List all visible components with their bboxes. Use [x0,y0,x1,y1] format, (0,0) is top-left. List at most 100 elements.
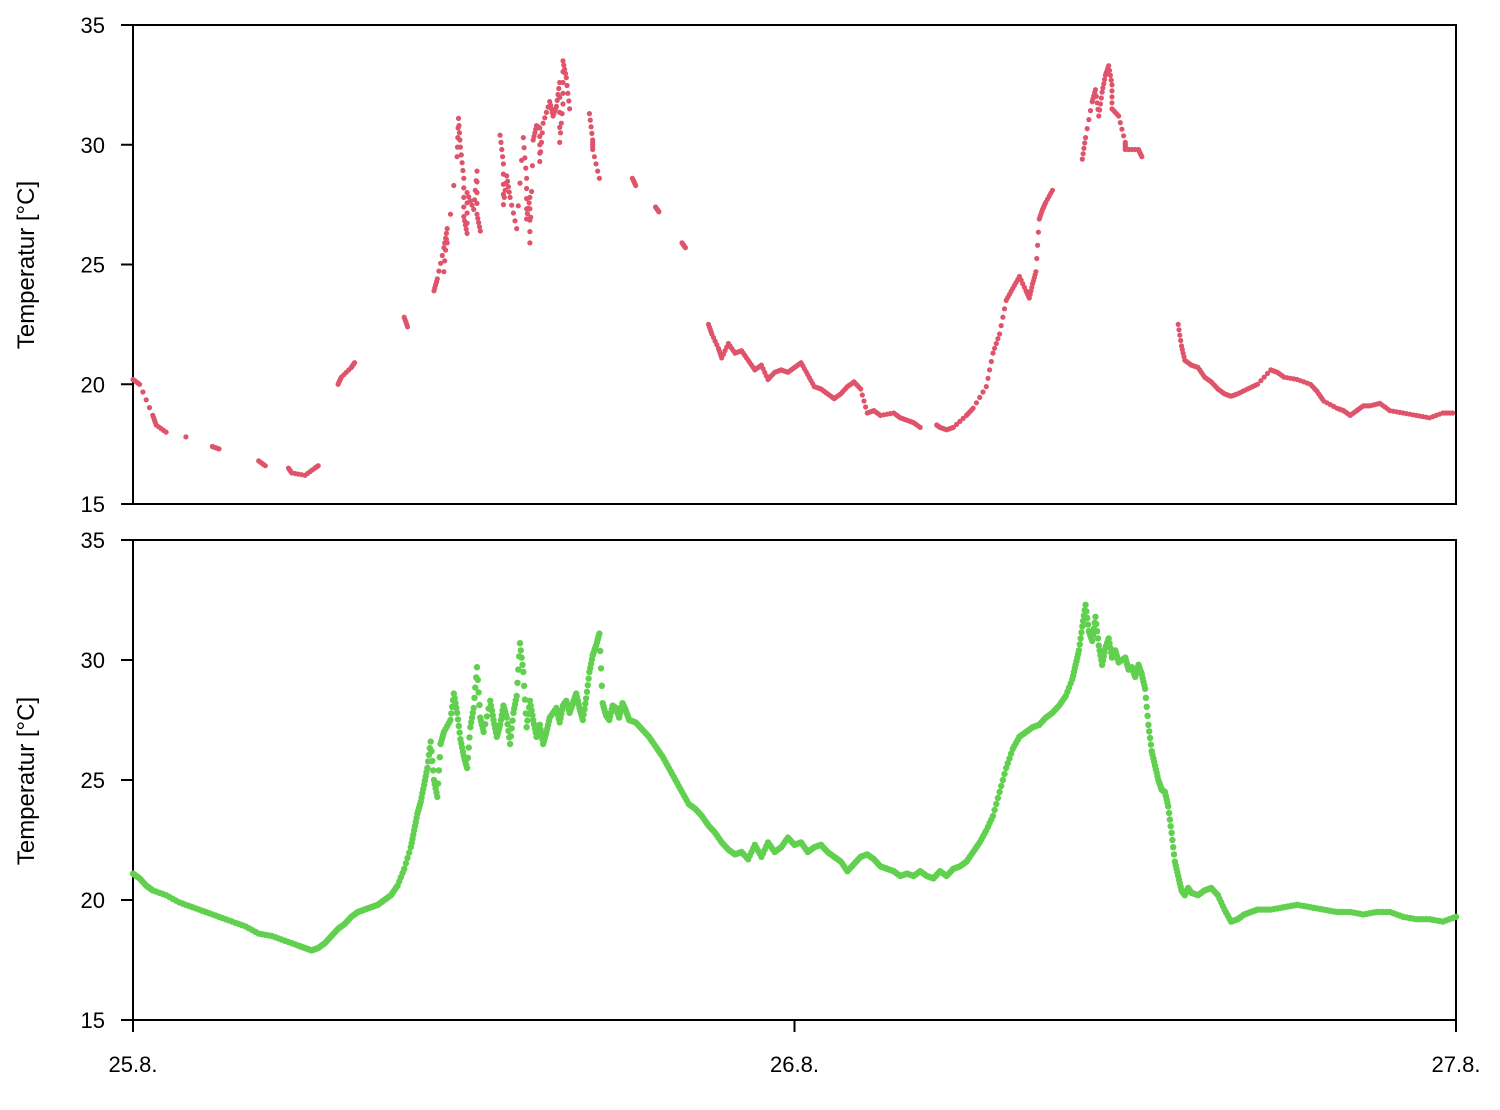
data-point [588,656,596,663]
data-point [434,780,442,787]
data-point [527,702,534,709]
data-point [565,90,571,96]
data-point [538,149,544,155]
data-point [474,676,481,683]
data-point [843,385,849,391]
data-point [584,682,591,689]
data-point [404,854,411,862]
data-point [1146,728,1153,735]
data-point [291,941,299,948]
data-point [442,258,448,264]
data-point [506,740,514,748]
data-point [999,776,1007,784]
data-point [597,647,604,655]
data-point [524,185,530,192]
data-point [1170,844,1177,851]
data-point [436,754,443,761]
data-point [1087,108,1094,114]
data-point [981,830,988,837]
data-point [1098,95,1104,101]
data-point [416,801,424,808]
data-point [960,415,966,421]
data-point [557,139,563,145]
data-point [439,731,447,739]
data-point [1094,635,1102,642]
data-point [517,647,524,654]
data-point [655,208,661,214]
plot-frame-top [132,24,1457,505]
data-point [996,788,1003,796]
y-tick-label: 30 [81,133,105,158]
data-point [464,190,470,196]
data-point [212,912,219,919]
data-point [299,472,305,478]
y-tick-label: 35 [81,13,105,38]
data-point [186,902,193,910]
data-point [1093,628,1101,635]
data-point [954,421,960,427]
y-axis-title-top: Temperatur [°C] [13,181,40,349]
data-point [595,633,602,640]
data-point [456,123,462,129]
data-point [522,155,528,161]
data-point [1164,799,1171,806]
data-point [1097,107,1103,113]
data-point [471,206,477,212]
data-point [420,785,427,793]
data-point [593,161,599,167]
data-point [476,224,483,230]
data-points-top [130,58,1456,478]
data-point [238,922,246,929]
data-point [459,748,467,755]
data-point [527,229,533,235]
x-tick-label: 27.8. [1432,1052,1481,1077]
data-point [487,702,495,709]
top-panel: 15 20 25 30 35 Temperatur [°C] [13,13,1457,517]
data-point [564,82,570,89]
data-point [1100,85,1106,91]
data-point [1082,601,1089,608]
data-point [1101,649,1108,656]
data-point [1319,396,1325,402]
data-point [483,713,491,720]
data-point [977,394,983,400]
data-point [992,345,998,351]
data-point [1001,306,1008,312]
data-point [519,661,526,668]
data-point [423,769,430,776]
data-point [1060,695,1068,702]
data-point [1213,384,1219,390]
data-point [406,849,413,856]
data-point [1107,644,1114,652]
data-point [993,800,1000,808]
data-point [351,361,357,367]
data-point [1095,642,1103,649]
data-point [1170,851,1178,858]
data-point [471,694,478,701]
data-point [582,695,590,702]
data-point [512,697,519,704]
y-axis-top: 15 20 25 30 35 [81,13,133,517]
data-point [463,226,469,232]
data-point [1086,117,1092,123]
data-point [1079,156,1085,162]
data-point [392,884,400,892]
data-point [523,724,530,731]
data-point [470,704,477,712]
data-point [1151,758,1158,766]
data-point [1165,809,1173,817]
data-point [469,709,476,716]
data-point [454,716,462,723]
data-point [499,146,505,153]
data-point [438,260,444,266]
data-point [509,717,516,724]
data-point [520,668,527,676]
data-point [1089,631,1097,638]
data-point [1312,387,1318,393]
data-point [1000,314,1006,320]
data-point [508,725,515,732]
data-point [1436,917,1443,925]
data-point [450,690,457,697]
data-point [1154,773,1161,780]
data-point [536,124,542,130]
